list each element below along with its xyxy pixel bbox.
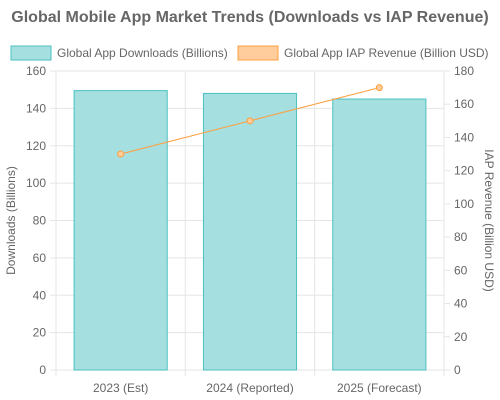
x-axis-ticks: 2023 (Est) 2024 (Reported) 2025 (Forecast) — [93, 381, 422, 395]
left-tick-label: 100 — [26, 176, 46, 190]
legend-swatch-iap-revenue — [237, 45, 279, 61]
chart-title: Global Mobile App Market Trends (Downloa… — [11, 9, 488, 26]
legend-item-iap-revenue[interactable]: Global App IAP Revenue (Billion USD) — [237, 45, 489, 61]
legend-label-downloads: Global App Downloads (Billions) — [57, 46, 228, 60]
bar-downloads[interactable] — [332, 98, 427, 371]
right-tick-label: 20 — [454, 330, 468, 344]
legend: Global App Downloads (Billions) Global A… — [10, 45, 489, 61]
right-tick-label: 0 — [454, 363, 461, 377]
left-tick-label: 140 — [26, 101, 46, 115]
point-iap-revenue[interactable] — [375, 84, 383, 92]
left-tick-label: 80 — [33, 214, 47, 228]
bar-downloads[interactable] — [202, 92, 298, 371]
legend-swatch-downloads — [10, 45, 52, 61]
legend-label-iap-revenue: Global App IAP Revenue (Billion USD) — [284, 46, 489, 60]
point-iap-revenue[interactable] — [117, 150, 125, 158]
left-axis-label: Downloads (Billions) — [4, 166, 18, 275]
left-axis-ticks: 0 20 40 60 80 100 120 140 160 — [26, 64, 46, 377]
left-tick-label: 160 — [26, 64, 46, 78]
left-tick-label: 0 — [39, 363, 46, 377]
bar-series-downloads — [73, 90, 427, 371]
left-tick-label: 120 — [26, 139, 46, 153]
x-tick-label: 2024 (Reported) — [206, 381, 293, 395]
legend-item-downloads[interactable]: Global App Downloads (Billions) — [10, 45, 228, 61]
right-tick-label: 40 — [454, 297, 468, 311]
left-tick-label: 40 — [33, 288, 47, 302]
point-iap-revenue[interactable] — [246, 117, 254, 125]
line-series-iap-revenue — [117, 84, 383, 158]
right-tick-label: 160 — [454, 97, 474, 111]
right-tick-label: 120 — [454, 164, 474, 178]
bar-downloads[interactable] — [73, 90, 168, 371]
right-tick-label: 80 — [454, 230, 468, 244]
right-axis-label: IAP Revenue (Billion USD) — [482, 149, 496, 292]
right-axis-ticks: 0 20 40 60 80 100 120 140 160 180 — [444, 64, 474, 377]
x-tick-label: 2025 (Forecast) — [337, 381, 422, 395]
right-tick-label: 100 — [454, 197, 474, 211]
left-tick-label: 20 — [33, 326, 47, 340]
right-tick-label: 140 — [454, 130, 474, 144]
left-tick-label: 60 — [33, 251, 47, 265]
x-tick-label: 2023 (Est) — [93, 381, 148, 395]
right-tick-label: 60 — [454, 263, 468, 277]
right-tick-label: 180 — [454, 64, 474, 78]
